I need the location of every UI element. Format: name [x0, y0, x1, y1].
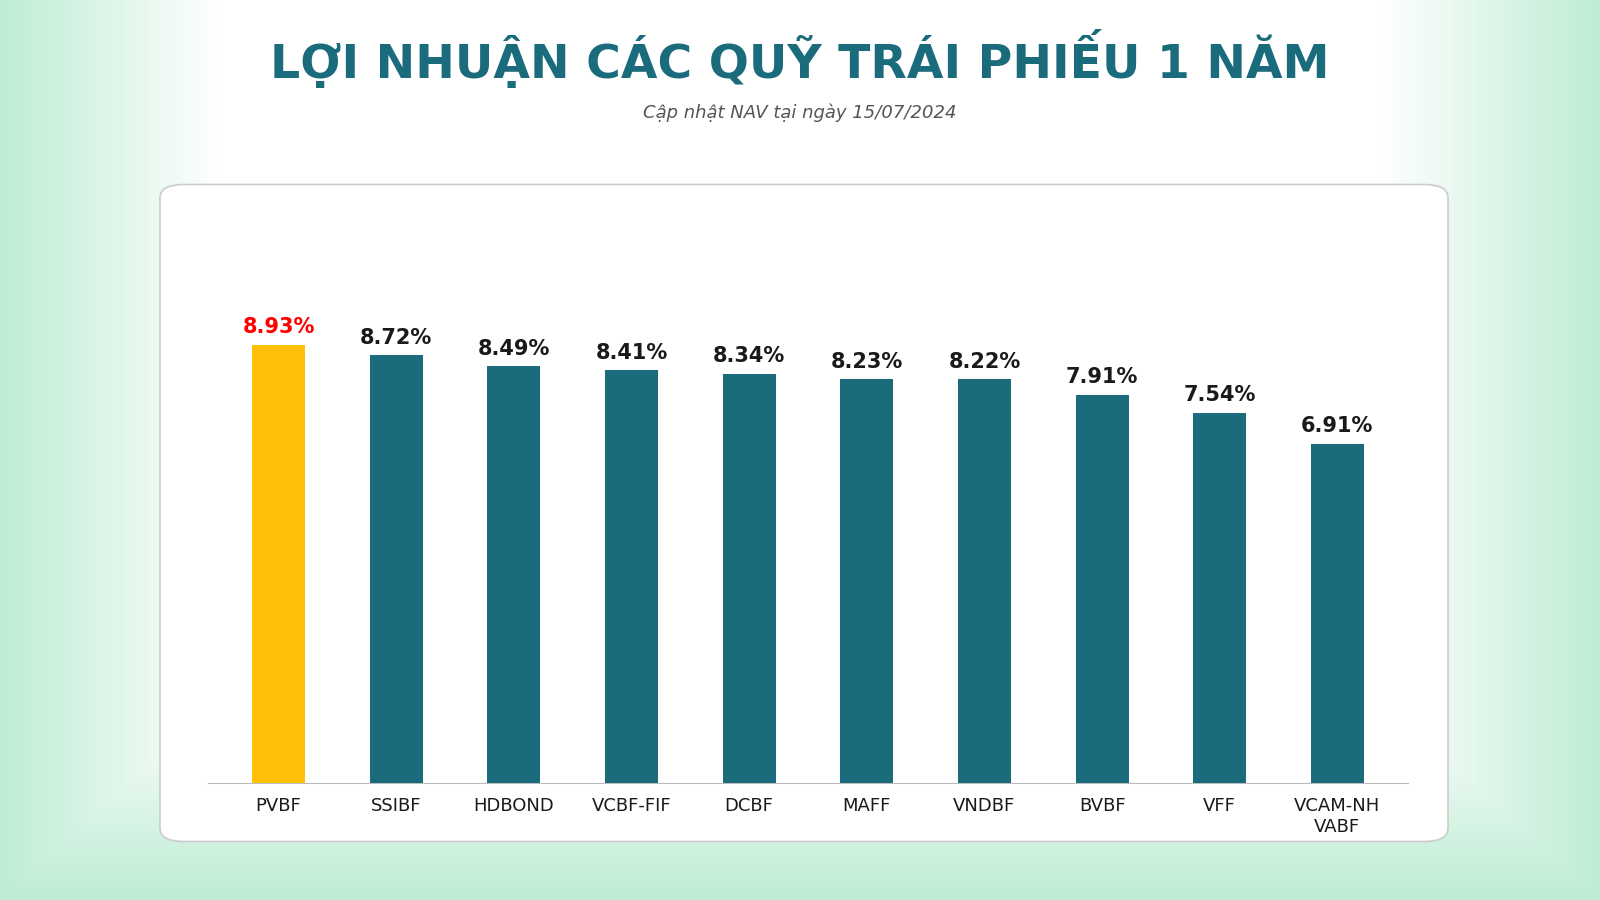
Text: 8.22%: 8.22%: [949, 352, 1021, 372]
Text: 8.41%: 8.41%: [595, 343, 667, 363]
Bar: [253, 345, 306, 783]
Bar: [605, 370, 658, 783]
Text: 7.54%: 7.54%: [1184, 385, 1256, 406]
Text: 8.49%: 8.49%: [478, 339, 550, 359]
Text: 8.72%: 8.72%: [360, 328, 432, 347]
Text: 6.91%: 6.91%: [1301, 417, 1373, 436]
Bar: [488, 366, 541, 783]
Bar: [840, 379, 893, 783]
Bar: [1194, 413, 1246, 783]
Bar: [370, 355, 422, 783]
Bar: [723, 374, 776, 783]
Text: 8.93%: 8.93%: [243, 318, 315, 338]
Text: 8.34%: 8.34%: [714, 346, 786, 366]
Text: 7.91%: 7.91%: [1066, 367, 1138, 387]
Bar: [1075, 395, 1128, 783]
Text: Cập nhật NAV tại ngày 15/07/2024: Cập nhật NAV tại ngày 15/07/2024: [643, 104, 957, 122]
Bar: [958, 380, 1011, 783]
Bar: [1310, 444, 1363, 783]
Text: LỢI NHUẬN CÁC QUỸ TRÁI PHIẾU 1 NĂM: LỢI NHUẬN CÁC QUỸ TRÁI PHIẾU 1 NĂM: [270, 29, 1330, 88]
Text: 8.23%: 8.23%: [830, 352, 902, 372]
